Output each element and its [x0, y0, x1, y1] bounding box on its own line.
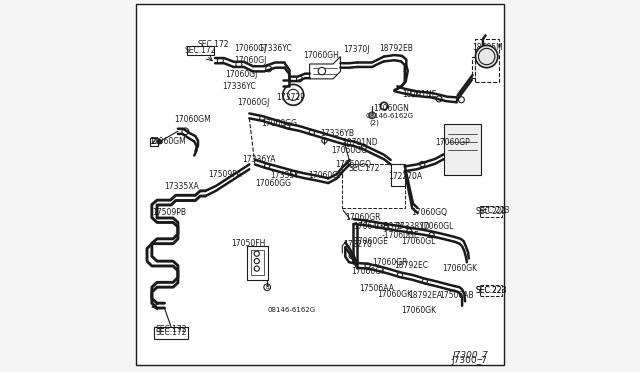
Text: 18791NE: 18791NE	[402, 90, 436, 99]
Bar	[472, 57, 475, 78]
Circle shape	[157, 140, 161, 144]
Text: 17060GH: 17060GH	[308, 171, 344, 180]
Text: 17060GR: 17060GR	[346, 213, 381, 222]
Text: 17060GM: 17060GM	[149, 137, 186, 146]
Text: 18791ND: 18791ND	[342, 138, 378, 147]
Text: 17506AA: 17506AA	[359, 284, 394, 293]
Text: SEC.223: SEC.223	[478, 206, 510, 215]
Text: 17060GK: 17060GK	[378, 290, 412, 299]
Bar	[154, 327, 188, 339]
Text: SEC.172: SEC.172	[156, 328, 187, 337]
Text: 17060GM: 17060GM	[174, 115, 211, 124]
Text: B: B	[371, 113, 374, 118]
Text: 17064GE: 17064GE	[353, 222, 388, 231]
Text: 17372P: 17372P	[276, 93, 305, 102]
Text: SEC.223: SEC.223	[476, 286, 507, 295]
Text: 17060GK: 17060GK	[351, 267, 386, 276]
Text: 17060GQ: 17060GQ	[335, 160, 372, 169]
Text: 17060GH: 17060GH	[303, 51, 339, 60]
Text: 18792EB: 18792EB	[380, 44, 413, 53]
Text: 17060GK: 17060GK	[401, 306, 436, 315]
Text: 17338YD: 17338YD	[395, 222, 430, 231]
Text: 17506AB: 17506AB	[439, 291, 474, 300]
Text: 08146-6162G: 08146-6162G	[267, 307, 316, 312]
Text: 2: 2	[151, 137, 157, 146]
Text: 17050FH: 17050FH	[231, 239, 265, 248]
Text: 17060GG: 17060GG	[255, 179, 291, 187]
Circle shape	[318, 67, 326, 75]
Text: 18792EC: 18792EC	[394, 262, 428, 270]
Bar	[251, 250, 264, 275]
Text: 17336YA: 17336YA	[242, 155, 275, 164]
Text: J7300_7: J7300_7	[452, 351, 488, 360]
Bar	[390, 164, 405, 186]
Text: 17060GJ: 17060GJ	[234, 44, 267, 53]
Text: 17060GP: 17060GP	[435, 138, 470, 147]
Text: 17509PB: 17509PB	[152, 208, 187, 217]
Text: SEC.172: SEC.172	[349, 164, 380, 173]
Text: 17060GJ: 17060GJ	[234, 56, 267, 65]
Text: 17060GN: 17060GN	[373, 104, 409, 113]
Text: SEC.223: SEC.223	[476, 207, 507, 216]
Text: 17060GQ: 17060GQ	[411, 208, 447, 217]
Text: 17060GJ: 17060GJ	[225, 70, 257, 79]
Text: 17060GJ: 17060GJ	[237, 98, 270, 107]
Text: 17337Y: 17337Y	[374, 222, 403, 231]
Text: 18792EA: 18792EA	[408, 291, 442, 300]
Bar	[150, 138, 158, 146]
Bar	[187, 46, 214, 55]
Text: SEC.223: SEC.223	[476, 286, 507, 295]
Bar	[342, 164, 405, 208]
Text: 172270: 172270	[343, 240, 372, 249]
Text: 17060GR: 17060GR	[372, 258, 408, 267]
Circle shape	[476, 45, 498, 68]
Text: 08146-6162G: 08146-6162G	[365, 113, 413, 119]
Text: 17060GE: 17060GE	[353, 237, 388, 246]
Text: B: B	[266, 285, 269, 290]
Text: (2): (2)	[369, 119, 379, 126]
Text: 17336YB: 17336YB	[320, 129, 354, 138]
Text: SEC.172: SEC.172	[184, 46, 216, 55]
Text: 17336YC: 17336YC	[223, 82, 256, 91]
Text: SEC.172: SEC.172	[197, 40, 228, 49]
Text: 17060GK: 17060GK	[442, 264, 477, 273]
Bar	[480, 206, 502, 217]
Text: 17370J: 17370J	[343, 45, 369, 54]
Text: 17335Y: 17335Y	[270, 171, 299, 180]
Text: 17509PA: 17509PA	[209, 170, 242, 179]
Text: 17336YC: 17336YC	[259, 44, 292, 53]
Text: 17335XA: 17335XA	[164, 182, 199, 190]
Text: -17060GE: -17060GE	[381, 231, 419, 240]
Text: 172270A: 172270A	[388, 172, 422, 181]
Text: 17060GG: 17060GG	[261, 119, 297, 128]
Bar	[475, 39, 499, 82]
Text: 17060GL: 17060GL	[401, 237, 435, 246]
Text: 17060GL: 17060GL	[420, 222, 454, 231]
Bar	[248, 246, 268, 280]
Text: 17060GG: 17060GG	[331, 146, 367, 155]
Bar	[480, 285, 502, 296]
Text: SEC.172: SEC.172	[156, 325, 187, 334]
Text: J7300_7: J7300_7	[452, 356, 488, 365]
Text: 18795M: 18795M	[472, 43, 503, 52]
Bar	[444, 124, 481, 175]
